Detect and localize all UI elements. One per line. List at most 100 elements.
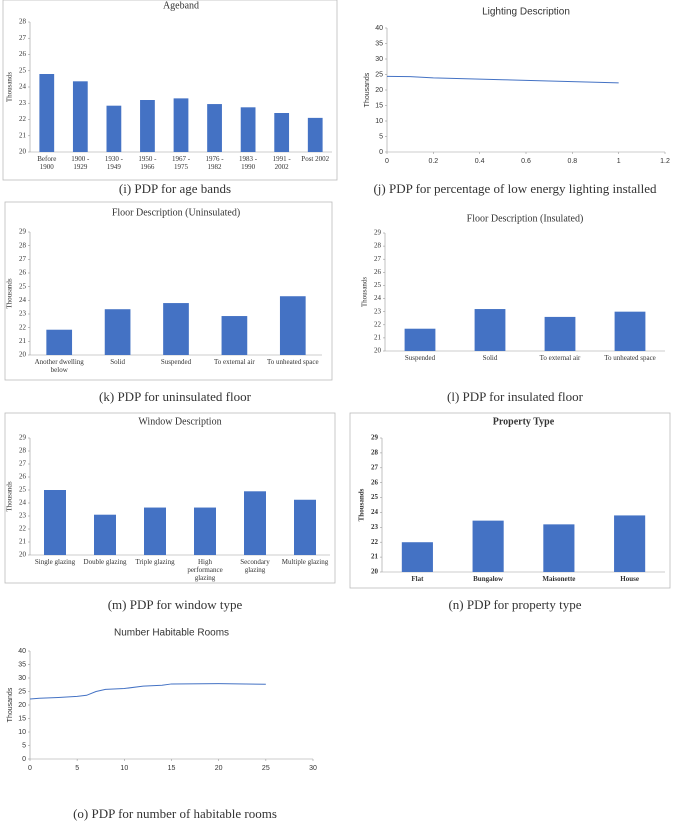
bar [274, 113, 290, 152]
y-tick-label: 27 [19, 255, 27, 263]
x-tick-label: 5 [75, 765, 79, 772]
chart-title: Lighting Description [482, 7, 570, 18]
x-tick-label: 1967 - 1975 [171, 155, 191, 171]
x-tick-label: 0.8 [567, 158, 577, 165]
bar [140, 100, 155, 152]
x-tick-label: To external air [539, 354, 581, 362]
y-tick-label: 27 [19, 460, 27, 468]
bar [144, 507, 166, 555]
y-tick-label: 35 [18, 661, 26, 668]
y-tick-label: 20 [371, 568, 379, 576]
bar [404, 328, 436, 351]
line [386, 75, 619, 84]
caption: (k) PDP for uninsulated floor [99, 389, 252, 404]
x-tick-label: 1.2 [660, 158, 670, 165]
chart-title: Number Habitable Rooms [114, 628, 229, 639]
y-tick-label: 23 [371, 523, 379, 531]
x-tick-label: High performance glazing [187, 558, 223, 582]
bar [46, 329, 73, 355]
bar [173, 98, 189, 152]
bar [106, 105, 122, 152]
bar [474, 309, 506, 351]
x-tick-label: Bungalow [473, 575, 504, 583]
bar [240, 107, 256, 152]
y-tick-label: 26 [19, 50, 27, 58]
x-tick-label: Double glazing [83, 558, 127, 566]
x-tick-label: 10 [120, 765, 128, 772]
x-tick-label: 0.2 [428, 158, 438, 165]
y-tick-label: 10 [375, 118, 383, 125]
x-tick-label: House [620, 575, 639, 583]
y-tick-label: 24 [371, 508, 379, 516]
x-tick-label: 0.6 [521, 158, 531, 165]
chart-title: Window Description [138, 416, 221, 427]
y-tick-label: 22 [19, 525, 27, 533]
x-tick-label: 30 [309, 765, 317, 772]
chart-title: Floor Description (Insulated) [467, 213, 584, 224]
x-tick-label: Solid [482, 354, 498, 362]
x-tick-label: 1976 - 1982 [205, 155, 224, 171]
y-tick-label: 21 [19, 337, 27, 345]
chart-title: Floor Description (Uninsulated) [112, 207, 240, 218]
y-tick-label: 25 [19, 486, 27, 494]
y-tick-label: 29 [371, 434, 379, 442]
bar [39, 74, 55, 152]
bar [163, 303, 189, 355]
y-tick-label: 10 [18, 729, 26, 736]
x-tick-label: 0 [28, 765, 32, 772]
bar [543, 524, 575, 572]
y-tick-label: 40 [18, 648, 26, 655]
bar [544, 316, 576, 351]
y-tick-label: 22 [19, 323, 27, 331]
bar [472, 520, 504, 572]
x-tick-label: 1930 - 1949 [104, 155, 123, 171]
caption: (o) PDP for number of habitable rooms [73, 806, 277, 821]
bar [104, 309, 131, 355]
x-tick-label: To unheated space [604, 354, 656, 362]
bar [221, 316, 248, 355]
y-tick-label: 29 [19, 434, 27, 442]
y-tick-label: 21 [371, 553, 379, 561]
x-tick-label: 1900 - 1929 [71, 155, 90, 171]
y-tick-label: 24 [374, 294, 382, 302]
bar [294, 499, 316, 555]
y-axis-label: Thousands [361, 277, 369, 308]
y-tick-label: 27 [374, 255, 382, 263]
y-tick-label: 15 [375, 102, 383, 109]
x-tick-label: To external air [214, 358, 255, 366]
y-tick-label: 23 [19, 310, 27, 318]
caption: (n) PDP for property type [448, 597, 581, 612]
bar [244, 491, 266, 555]
y-tick-label: 15 [18, 715, 26, 722]
y-tick-label: 28 [374, 242, 382, 250]
x-tick-label: Maisonette [542, 575, 576, 583]
y-tick-label: 29 [374, 229, 382, 237]
y-tick-label: 27 [19, 34, 27, 42]
chart-title: Property Type [493, 416, 555, 427]
caption: (l) PDP for insulated floor [447, 389, 584, 404]
x-tick-label: Solid [110, 358, 125, 366]
x-tick-label: Triple glazing [135, 558, 175, 566]
bar [72, 81, 88, 152]
chart-frame [2, 0, 338, 181]
y-tick-label: 21 [19, 131, 27, 139]
y-tick-label: 23 [19, 512, 27, 520]
x-tick-label: Suspended [404, 354, 436, 362]
y-tick-label: 21 [19, 538, 27, 546]
y-tick-label: 26 [374, 268, 382, 276]
x-tick-label: 0.4 [475, 158, 485, 165]
bar [44, 490, 66, 555]
chart-frame [4, 412, 336, 584]
y-axis-label: Thousands [6, 481, 14, 512]
y-tick-label: 26 [371, 478, 379, 486]
chart-frame [4, 201, 333, 381]
y-tick-label: 28 [371, 448, 379, 456]
bar [614, 515, 646, 572]
y-tick-label: 21 [374, 333, 382, 341]
y-tick-label: 28 [19, 18, 27, 26]
y-tick-label: 5 [379, 133, 383, 140]
caption: (m) PDP for window type [108, 597, 243, 612]
y-tick-label: 40 [375, 25, 383, 32]
x-tick-label: 15 [168, 765, 176, 772]
